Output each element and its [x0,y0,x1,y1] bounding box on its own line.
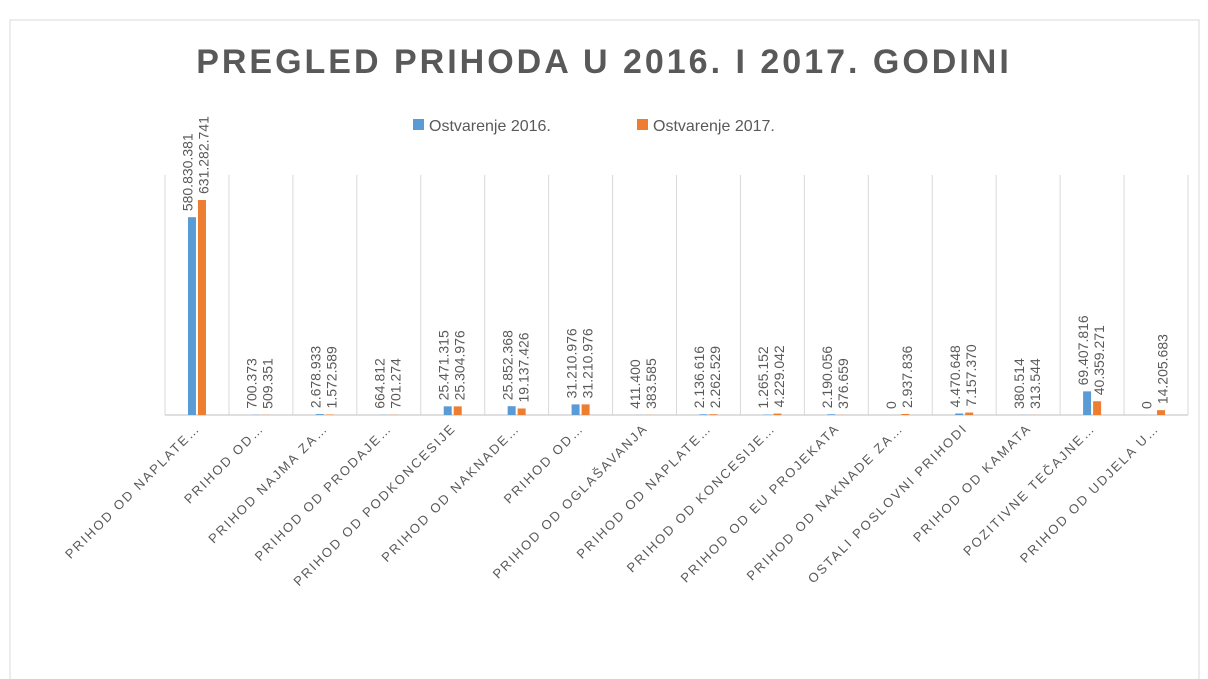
bar [571,404,580,415]
data-label: 7.157.370 [963,344,979,406]
bar [517,408,526,415]
bar [709,414,718,415]
chart-border [9,19,1200,679]
bar [965,412,974,415]
data-label: 40.359.271 [1091,325,1107,395]
legend-label: Ostvarenje 2016. [429,118,551,135]
data-label: 509.351 [260,358,276,409]
data-label: 31.210.976 [563,328,579,398]
data-label: 1.572.589 [324,346,340,408]
legend-swatch [413,119,424,130]
bar [955,413,964,415]
bar [699,414,708,415]
data-label: 14.205.683 [1155,334,1171,404]
data-label: 69.407.816 [1075,315,1091,385]
legend-swatch [637,119,648,130]
data-label: 2.678.933 [308,346,324,408]
bar [197,200,206,415]
bar [901,413,910,415]
data-label: 25.304.976 [451,330,467,400]
bar [187,217,196,415]
data-label: 411.400 [627,359,643,409]
bar [325,414,334,415]
data-label: 383.585 [643,358,659,409]
data-label: 580.830.381 [180,133,196,211]
legend-label: Ostvarenje 2017. [653,118,775,135]
data-label: 380.514 [1011,358,1027,409]
data-label: 631.282.741 [196,116,212,194]
chart-title: PREGLED PRIHODA U 2016. I 2017. GODINI [196,43,1012,81]
bar [315,414,324,415]
data-label: 31.210.976 [579,328,595,398]
bar [1157,410,1166,415]
data-label: 2.190.056 [819,346,835,408]
bar [507,406,516,415]
bar [1093,401,1102,415]
bar [1083,391,1092,415]
data-label: 664.812 [371,358,387,409]
data-label: 313.544 [1027,358,1043,409]
data-label: 4.470.648 [947,345,963,407]
data-label: 2.937.836 [899,346,915,408]
data-label: 376.659 [835,358,851,409]
data-label: 701.274 [387,358,403,409]
bar [581,404,590,415]
bar [453,406,462,415]
bar [827,414,836,415]
data-label: 19.137.426 [515,332,531,402]
data-label: 25.852.368 [499,330,515,400]
data-label: 1.265.152 [755,346,771,408]
bar [773,413,782,415]
data-label: 2.136.616 [691,346,707,408]
data-label: 4.229.042 [771,345,787,407]
data-label: 2.262.529 [707,346,723,408]
data-label: 25.471.315 [435,330,451,400]
data-label: 700.373 [244,358,260,409]
data-label: 0 [883,401,899,409]
data-label: 0 [1139,401,1155,409]
bar [443,406,452,415]
